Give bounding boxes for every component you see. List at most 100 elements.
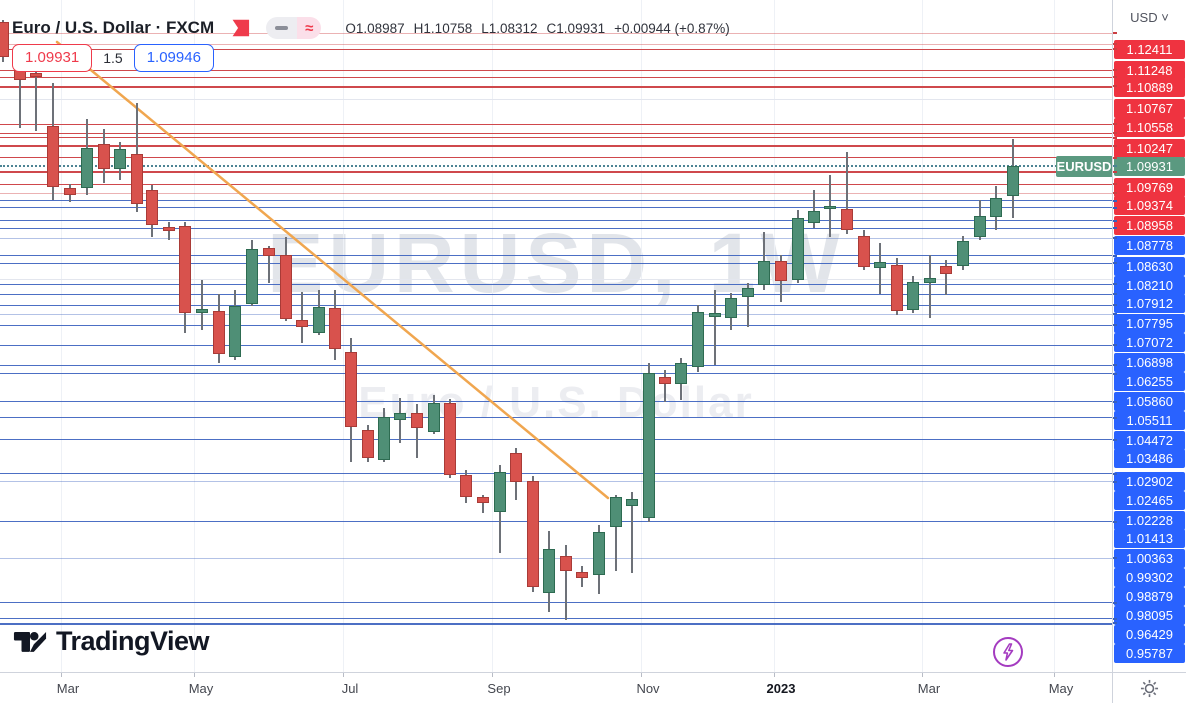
symbol-title[interactable]: Euro / U.S. Dollar · FXCM [12,18,215,37]
candle[interactable] [213,311,225,354]
candle[interactable] [296,320,308,327]
price-level-line[interactable] [0,521,1112,522]
candle[interactable] [874,262,886,268]
buy-price-box[interactable]: 1.09946 [133,44,214,72]
candle[interactable] [263,248,275,256]
quick-trade-button[interactable] [993,637,1023,667]
candle[interactable] [114,149,126,169]
price-level-line[interactable] [0,255,1112,256]
price-level-line[interactable] [0,99,1112,100]
candle[interactable] [891,265,903,311]
candle[interactable] [196,309,208,313]
price-level-line[interactable] [0,557,1112,559]
price-level-line[interactable] [0,207,1112,208]
candle[interactable] [709,313,721,317]
price-level-line[interactable] [0,123,1112,125]
candle[interactable] [329,308,341,349]
candle[interactable] [593,532,605,575]
candle[interactable] [792,218,804,280]
candle[interactable] [378,417,390,460]
candle[interactable] [146,190,158,225]
candle[interactable] [179,226,191,313]
candle[interactable] [957,241,969,266]
trendline[interactable] [55,40,610,500]
candle[interactable] [610,497,622,527]
candle[interactable] [428,403,440,432]
candle[interactable] [64,188,76,195]
price-level-line[interactable] [0,157,1112,158]
flag-icon[interactable] [228,18,250,38]
candle[interactable] [643,373,655,518]
price-level-line[interactable] [0,439,1112,440]
price-level-line[interactable] [0,69,1112,71]
price-level-line[interactable] [0,622,1112,625]
candle[interactable] [81,148,93,188]
candle[interactable] [924,278,936,283]
price-level-line[interactable] [0,324,1112,326]
price-level-line[interactable] [0,76,1112,78]
candle[interactable] [47,126,59,187]
price-level-line[interactable] [0,262,1112,264]
current-price-line[interactable] [0,165,1112,167]
tradingview-branding[interactable]: TradingView [13,626,210,657]
candle[interactable] [725,298,737,318]
candle[interactable] [246,249,258,304]
price-level-line[interactable] [0,313,1112,315]
candle[interactable] [229,306,241,357]
price-level-line[interactable] [0,220,1112,221]
candle[interactable] [131,154,143,204]
currency-selector[interactable]: USD ˅ [1130,10,1169,25]
price-level-line[interactable] [0,602,1112,603]
candle[interactable] [841,209,853,230]
candle[interactable] [692,312,704,367]
candle[interactable] [907,282,919,310]
price-level-line[interactable] [0,200,1112,201]
price-level-line[interactable] [0,132,1112,134]
price-level-line[interactable] [0,473,1112,474]
candle[interactable] [444,403,456,475]
candle[interactable] [775,261,787,281]
candle[interactable] [626,499,638,506]
candle[interactable] [30,73,42,77]
price-level-line[interactable] [0,171,1112,173]
candle[interactable] [163,227,175,231]
candle[interactable] [98,144,110,169]
candle[interactable] [858,236,870,267]
gear-icon[interactable] [1140,679,1159,698]
price-level-line[interactable] [0,227,1112,229]
price-level-line[interactable] [0,192,1112,194]
price-level-line[interactable] [0,145,1112,147]
sell-price-box[interactable]: 1.09931 [12,44,93,72]
candle[interactable] [494,472,506,512]
candle[interactable] [990,198,1002,217]
candle[interactable] [394,413,406,420]
candle[interactable] [1007,166,1019,196]
price-level-line[interactable] [0,344,1112,346]
candle[interactable] [974,216,986,237]
candle[interactable] [758,261,770,285]
price-level-line[interactable] [0,364,1112,366]
price-level-line[interactable] [0,48,1112,50]
approx-badge[interactable]: ≈ [297,17,322,39]
candle[interactable] [560,556,572,571]
time-axis[interactable]: Mar May Jul Sep Nov 2023 Mar May [0,672,1112,703]
candle[interactable] [543,549,555,593]
candle[interactable] [510,453,522,482]
candle[interactable] [742,288,754,297]
price-level-line[interactable] [0,32,1112,34]
candle[interactable] [460,475,472,497]
candle[interactable] [527,481,539,587]
price-level-line[interactable] [0,237,1112,239]
candle[interactable] [576,572,588,578]
price-level-line[interactable] [0,481,1112,482]
price-level-line[interactable] [0,43,1112,45]
price-level-line[interactable] [0,137,1112,138]
candle[interactable] [345,352,357,427]
price-level-line[interactable] [0,283,1112,285]
price-level-line[interactable] [0,401,1112,402]
price-level-line[interactable] [0,618,1112,619]
candle[interactable] [0,22,9,57]
candle[interactable] [940,266,952,274]
price-level-line[interactable] [0,304,1112,306]
price-level-line[interactable] [0,417,1112,418]
